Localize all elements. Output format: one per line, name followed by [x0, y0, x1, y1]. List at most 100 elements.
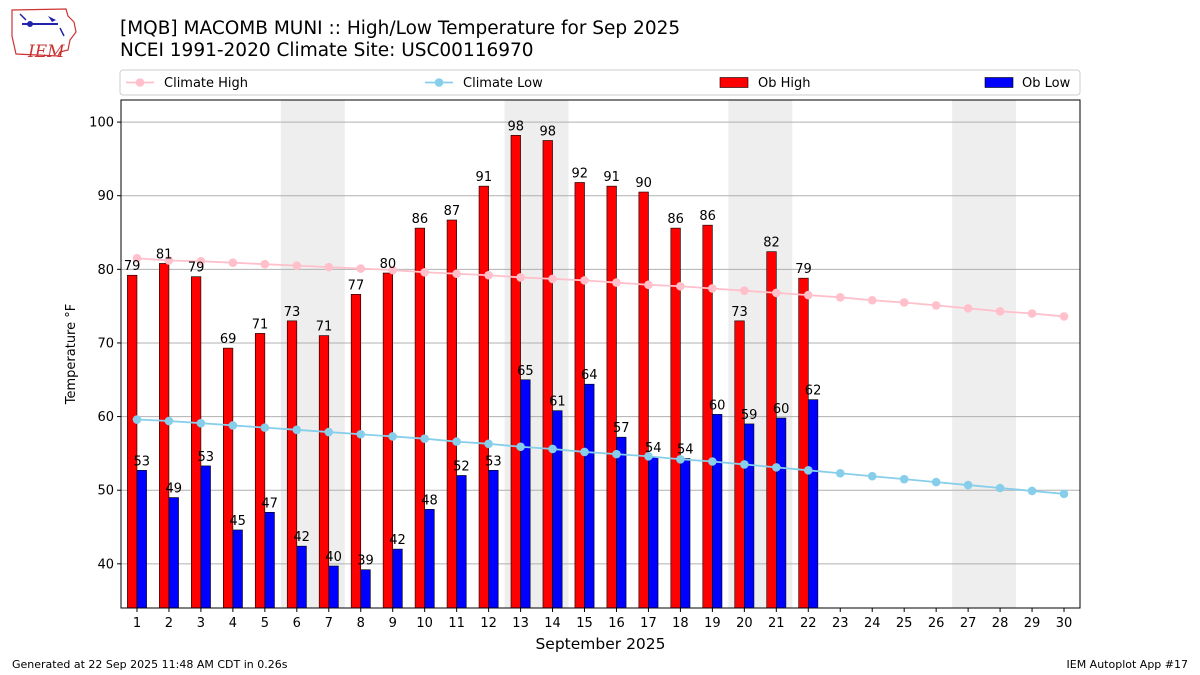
- legend-ob-high-label: Ob High: [758, 76, 811, 91]
- x-tick-label: 12: [480, 616, 497, 631]
- ob-high-bar: [766, 251, 777, 608]
- ob-low-bar: [520, 379, 531, 608]
- app-credit: IEM Autoplot App #17: [1066, 658, 1189, 671]
- legend-climate-high-marker: [135, 78, 145, 87]
- ob-low-label: 60: [773, 402, 790, 417]
- climate-high-point: [484, 270, 493, 280]
- ob-high-bar: [254, 333, 266, 608]
- x-tick-label: 2: [165, 616, 173, 631]
- ob-low-bar: [680, 458, 691, 608]
- climate-high-point: [228, 258, 238, 268]
- ob-high-bar: [350, 294, 362, 608]
- climate-high-point: [1027, 309, 1037, 318]
- ob-high-bar: [798, 277, 809, 608]
- chart-subtitle: NCEI 1991-2020 Climate Site: USC00116970: [120, 40, 534, 61]
- ob-low-bar: [712, 414, 723, 608]
- climate-low-point: [740, 460, 749, 469]
- ob-low-label: 61: [549, 395, 566, 410]
- ob-low-label: 54: [677, 443, 694, 458]
- climate-high-point: [388, 265, 398, 275]
- climate-high-point: [867, 295, 877, 305]
- x-tick-label: 17: [640, 616, 657, 631]
- legend: [119, 69, 1081, 96]
- ob-high-label: 71: [316, 320, 333, 335]
- weekend-shade: [952, 100, 1017, 608]
- ob-high-label: 69: [220, 332, 237, 347]
- ob-high-label: 86: [412, 212, 429, 227]
- ob-low-bar: [168, 497, 179, 608]
- x-axis-label: September 2025: [535, 635, 665, 653]
- climate-high-point: [196, 256, 206, 266]
- x-tick-label: 5: [261, 616, 269, 631]
- ob-low-bar: [392, 548, 403, 608]
- x-tick-label: 7: [325, 616, 333, 631]
- ob-low-bar: [488, 470, 499, 608]
- climate-high-point: [772, 288, 781, 298]
- x-tick-label: 8: [357, 616, 365, 631]
- ob-high-label: 86: [699, 209, 716, 224]
- ob-high-bar: [606, 185, 617, 608]
- x-tick-label: 13: [512, 616, 529, 631]
- ob-high-label: 98: [539, 124, 556, 139]
- ob-low-label: 39: [357, 554, 374, 569]
- ob-high-bar: [574, 182, 585, 608]
- climate-low-point: [484, 439, 493, 449]
- x-tick-label: 10: [416, 616, 433, 631]
- ob-high-bar: [191, 276, 202, 608]
- ob-high-bar: [127, 274, 138, 608]
- climate-high-point: [803, 290, 813, 300]
- climate-high-point: [1059, 312, 1069, 321]
- ob-low-label: 64: [581, 368, 598, 383]
- ob-high-label: 73: [731, 305, 748, 320]
- y-tick-label: 60: [97, 410, 114, 425]
- x-tick-label: 3: [197, 616, 205, 631]
- ob-low-bar: [136, 470, 147, 608]
- x-tick-label: 22: [800, 616, 817, 631]
- climate-low-point: [580, 447, 589, 457]
- ob-low-label: 53: [485, 454, 502, 469]
- chart-title: [MQB] MACOMB MUNI :: High/Low Temperatur…: [120, 18, 681, 39]
- climate-low-point: [676, 454, 685, 464]
- x-tick-label: 4: [229, 616, 237, 631]
- climate-low-point: [356, 429, 366, 439]
- legend-frame: [119, 69, 1081, 96]
- ob-low-label: 53: [134, 454, 151, 469]
- ob-low-label: 42: [293, 530, 310, 545]
- x-tick-label: 20: [736, 616, 753, 631]
- legend-ob-low-label: Ob Low: [1022, 76, 1071, 91]
- climate-low-point: [132, 415, 142, 424]
- ob-low-bar: [456, 475, 467, 608]
- climate-low-point: [420, 434, 429, 443]
- ob-high-label: 82: [763, 236, 780, 251]
- y-tick-label: 90: [97, 189, 114, 204]
- x-tick-label: 21: [768, 616, 785, 631]
- ob-low-label: 53: [197, 450, 214, 465]
- ob-low-bar: [200, 465, 211, 608]
- ob-high-bar: [478, 185, 489, 608]
- ob-high-bar: [286, 320, 298, 608]
- ob-low-label: 57: [613, 421, 630, 436]
- legend-climate-low-marker: [434, 78, 444, 87]
- ob-high-label: 92: [571, 166, 588, 181]
- ob-low-bar: [616, 436, 627, 608]
- climate-low-point: [931, 477, 941, 487]
- ob-low-bar: [648, 456, 659, 608]
- climate-high-point: [931, 301, 941, 310]
- ob-low-bar: [360, 569, 371, 608]
- ob-high-bar: [638, 191, 649, 608]
- ob-low-label: 60: [709, 398, 726, 413]
- ob-high-label: 77: [348, 278, 365, 293]
- x-tick-label: 6: [293, 616, 301, 631]
- climate-low-point: [612, 449, 621, 459]
- ob-low-label: 47: [261, 496, 278, 511]
- plot-frame: [120, 99, 1081, 609]
- ob-high-label: 91: [603, 170, 620, 185]
- ob-high-label: 79: [124, 259, 141, 274]
- climate-high-point: [516, 273, 525, 282]
- climate-low-point: [772, 463, 781, 472]
- ob-low-bar: [744, 423, 755, 608]
- climate-low-point: [835, 468, 845, 478]
- legend-ob-high-swatch: [719, 77, 749, 88]
- ob-low-label: 59: [741, 408, 758, 423]
- x-tick-label: 23: [832, 616, 849, 631]
